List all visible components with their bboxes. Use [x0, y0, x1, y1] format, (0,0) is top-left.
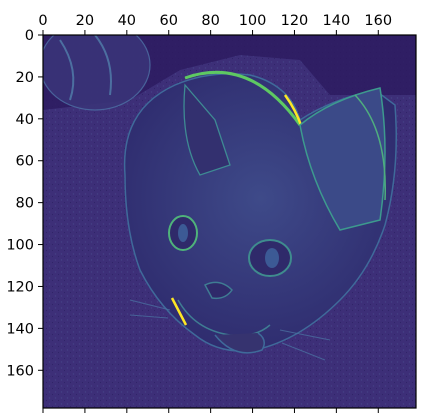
x-tick-label: 20 [76, 13, 94, 29]
y-axis: 0 20 40 60 80 100 120 140 160 [6, 28, 43, 379]
left-ear [183, 83, 231, 176]
x-tick-label: 160 [364, 13, 392, 29]
x-tick-label: 40 [118, 13, 136, 29]
heatmap-image [43, 35, 416, 408]
cat-nose [203, 281, 233, 300]
right-ear-edge [354, 94, 386, 201]
x-tick-label: 100 [239, 13, 267, 29]
x-tick-label: 80 [201, 13, 219, 29]
y-tick-label: 100 [6, 238, 34, 254]
bright-edge-arc [184, 70, 302, 126]
left-eye-pupil [178, 224, 188, 242]
x-axis: 0 20 40 60 80 100 120 140 160 [38, 13, 392, 413]
bright-edge-mouth [170, 297, 188, 326]
y-tick-label: 140 [6, 321, 34, 337]
x-tick-label: 140 [323, 13, 351, 29]
y-tick-label: 60 [16, 154, 34, 170]
right-ear [299, 87, 386, 231]
background-object-stripe [94, 35, 112, 96]
background-object [43, 35, 151, 111]
x-tick-label: 60 [160, 13, 178, 29]
y-tick-label: 40 [16, 112, 34, 128]
y-tick-label: 20 [16, 70, 34, 86]
right-eye-pupil [265, 248, 279, 268]
x-tick-label: 120 [281, 13, 309, 29]
y-tick-label: 80 [16, 196, 34, 212]
y-tick-label: 120 [6, 279, 34, 295]
chin [214, 332, 265, 354]
plot-frame [42, 34, 417, 409]
x-tick-label: 0 [38, 13, 47, 29]
whisker-texture [129, 299, 331, 361]
y-tick-label: 0 [25, 28, 34, 44]
background-object-stripe [59, 39, 75, 101]
y-tick-label: 160 [6, 363, 34, 379]
